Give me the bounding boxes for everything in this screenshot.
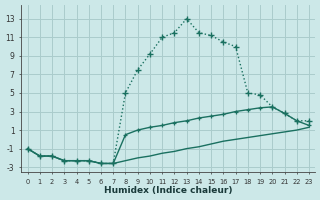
- X-axis label: Humidex (Indice chaleur): Humidex (Indice chaleur): [104, 186, 233, 195]
